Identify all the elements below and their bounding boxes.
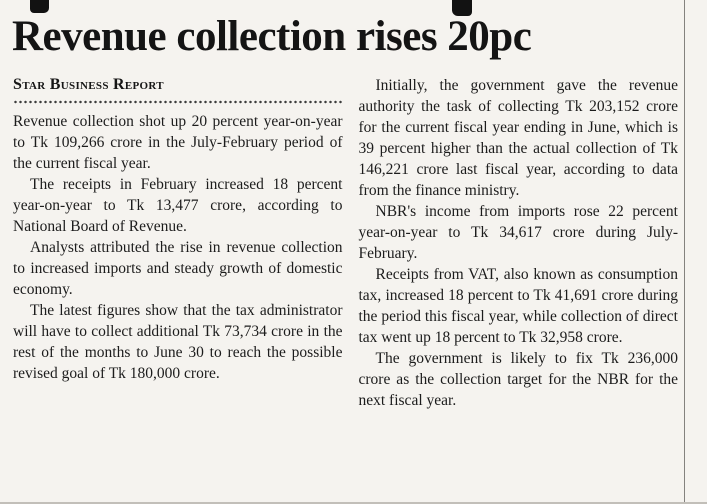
dotted-rule [13,100,343,105]
paragraph: The receipts in February increased 18 pe… [13,176,343,236]
article-headline: Revenue collection rises 20pc [12,13,532,60]
paragraph: Initially, the government gave the reven… [358,77,679,200]
paragraph: Analysts attributed the rise in revenue … [13,239,343,299]
left-column: Star Business Report Revenue collection … [13,75,343,411]
paragraph: Receipts from VAT, also known as consump… [358,266,679,347]
crop-mark [30,0,49,13]
paragraph: Revenue collection shot up 20 percent ye… [13,113,343,173]
paragraph: NBR's income from imports rose 22 percen… [358,203,679,263]
right-column: Initially, the government gave the reven… [359,75,679,411]
crop-mark [452,0,472,16]
paragraph: The government is likely to fix Tk 236,0… [358,350,679,410]
article-body: Star Business Report Revenue collection … [0,59,692,411]
byline: Star Business Report [13,76,164,94]
paragraph: The latest figures show that the tax adm… [13,302,343,383]
column-divider-rule [684,0,685,502]
